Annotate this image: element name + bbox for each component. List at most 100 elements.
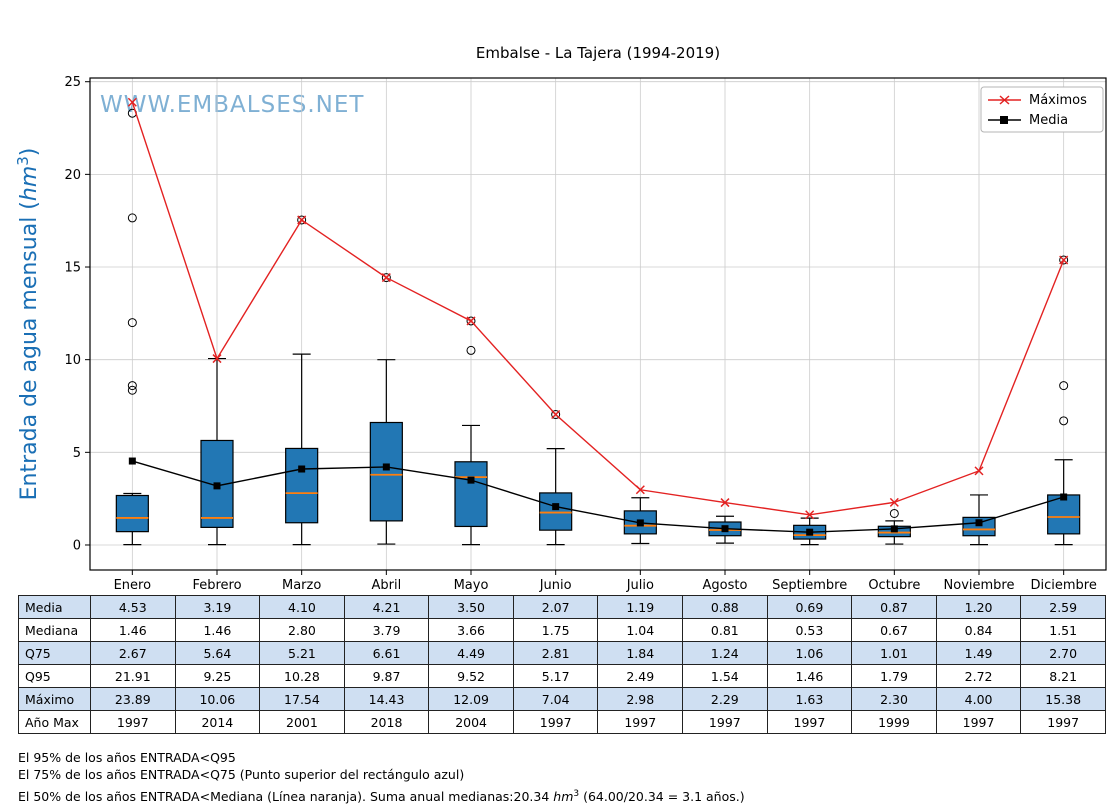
stat-cell: 1.79 bbox=[851, 664, 937, 688]
media-line bbox=[132, 460, 1064, 533]
footnote-unit-exponent: 3 bbox=[573, 789, 580, 799]
stat-cell: 1997 bbox=[597, 710, 684, 734]
monthly-stats-table: Media 4.53 3.19 4.10 4.21 3.50 2.07 1.19 0.88 0.6… bbox=[18, 595, 1106, 734]
media-marker bbox=[128, 457, 136, 465]
row-label: Año Max bbox=[18, 710, 91, 734]
stat-cell: 2001 bbox=[259, 710, 345, 734]
stat-cell: 21.91 bbox=[90, 664, 176, 688]
outlier-point bbox=[551, 410, 561, 420]
outlier-point bbox=[889, 508, 899, 518]
table-row: Media 4.53 3.19 4.10 4.21 3.50 2.07 1.19 0.88 0.6… bbox=[18, 595, 1106, 619]
stat-cell: 2.67 bbox=[90, 641, 176, 665]
media-marker bbox=[975, 519, 983, 527]
stat-cell: 10.28 bbox=[259, 664, 345, 688]
stat-cell: 0.81 bbox=[682, 618, 768, 642]
stat-cell: 4.49 bbox=[428, 641, 514, 665]
table-row: Q75 2.67 5.64 5.21 6.61 4.49 2.81 1.84 1.24 1.06 1… bbox=[18, 641, 1106, 665]
stat-cell: 2.70 bbox=[1020, 641, 1106, 665]
chart-title: Embalse - La Tajera (1994-2019) bbox=[476, 44, 720, 62]
maximos-marker bbox=[805, 510, 815, 520]
row-label: Q95 bbox=[18, 664, 91, 688]
stat-cell: 2.30 bbox=[851, 687, 937, 711]
x-tick-label: Febrero bbox=[192, 578, 241, 592]
stat-cell: 10.06 bbox=[174, 687, 261, 711]
stat-cell: 4.10 bbox=[259, 595, 345, 619]
x-tick-label: Diciembre bbox=[1030, 578, 1096, 592]
box bbox=[454, 461, 488, 528]
maximos-marker bbox=[551, 409, 561, 420]
plot-background bbox=[90, 78, 1106, 570]
media-marker bbox=[890, 525, 898, 533]
stat-cell: 3.50 bbox=[428, 595, 514, 619]
y-tick-label: 15 bbox=[64, 261, 81, 276]
stat-cell: 23.89 bbox=[90, 687, 176, 711]
x-tick-label: Enero bbox=[114, 578, 152, 592]
legend-item-media: Media bbox=[988, 113, 1068, 128]
stat-cell: 1999 bbox=[851, 710, 937, 734]
legend-label-media: Media bbox=[1029, 113, 1068, 128]
stat-cell: 5.17 bbox=[512, 664, 599, 688]
stat-cell: 9.87 bbox=[343, 664, 430, 688]
stat-cell: 2004 bbox=[428, 710, 514, 734]
stat-cell: 2018 bbox=[343, 710, 430, 734]
maximos-line bbox=[131, 102, 1065, 516]
stat-cell: 8.21 bbox=[1020, 664, 1106, 688]
stat-cell: 1.84 bbox=[597, 641, 684, 665]
table-row: Mediana 1.46 1.46 2.80 3.79 3.66 1.75 1.04 0.81 0… bbox=[18, 618, 1106, 642]
stat-cell: 1.24 bbox=[682, 641, 768, 665]
x-tick-label: Septiembre bbox=[772, 578, 847, 592]
stat-cell: 1.01 bbox=[851, 641, 937, 665]
stat-cell: 2.49 bbox=[597, 664, 684, 688]
maximos-marker bbox=[635, 485, 645, 495]
row-label: Media bbox=[18, 595, 91, 619]
footnotes: El 95% de los años ENTRADA<Q95 El 75% de… bbox=[18, 749, 745, 805]
table-row: Q95 21.91 9.25 10.28 9.87 9.52 5.17 2.49 1.54 1.4… bbox=[18, 664, 1106, 688]
watermark: WWW.EMBALSES.NET bbox=[100, 92, 364, 118]
stat-cell: 15.38 bbox=[1020, 687, 1106, 711]
stat-cell: 1.46 bbox=[174, 618, 261, 642]
footnote-mediana-tail: (64.00/20.34 = 3.1 años.) bbox=[579, 789, 745, 805]
outlier-point bbox=[1059, 255, 1069, 265]
media-marker bbox=[552, 503, 560, 511]
stat-cell: 3.19 bbox=[174, 595, 261, 619]
stat-cell: 2.80 bbox=[259, 618, 345, 642]
footnote-unit: hm bbox=[553, 789, 574, 805]
legend: Máximos Media bbox=[980, 86, 1104, 133]
stat-cell: 1.75 bbox=[512, 618, 599, 642]
media-marker bbox=[213, 482, 221, 490]
outlier-point bbox=[1059, 381, 1069, 391]
stat-cell: 1997 bbox=[90, 710, 176, 734]
stat-cell: 0.87 bbox=[851, 595, 937, 619]
media-marker bbox=[1060, 493, 1068, 501]
media-marker bbox=[806, 528, 814, 536]
outlier-point bbox=[127, 318, 137, 328]
stat-cell: 4.21 bbox=[343, 595, 430, 619]
row-label: Q75 bbox=[18, 641, 91, 665]
plot-background-layer bbox=[90, 78, 1106, 570]
x-tick-label: Julio bbox=[626, 578, 654, 592]
axes-border bbox=[89, 77, 1107, 571]
stat-cell: 1997 bbox=[1020, 710, 1106, 734]
table-row: Año Max 1997 2014 2001 2018 2004 1997 1997 1997 1… bbox=[18, 710, 1106, 734]
stat-cell: 2.59 bbox=[1020, 595, 1106, 619]
square-marker-icon bbox=[1000, 116, 1008, 124]
stat-cell: 2.81 bbox=[512, 641, 599, 665]
stat-cell: 0.84 bbox=[935, 618, 1022, 642]
maximos-marker bbox=[889, 497, 899, 507]
x-tick-label: Junio bbox=[539, 578, 572, 592]
outlier-point bbox=[297, 215, 307, 225]
maximos-marker bbox=[466, 316, 476, 326]
legend-item-maximos: Máximos bbox=[988, 93, 1087, 108]
outlier-point bbox=[127, 213, 137, 223]
outlier-point bbox=[127, 381, 137, 391]
row-label: Mediana bbox=[18, 618, 91, 642]
box bbox=[962, 516, 996, 537]
footnote-mediana: El 50% de los años ENTRADA<Mediana (Líne… bbox=[18, 786, 745, 805]
maximos-marker bbox=[127, 97, 137, 107]
stat-cell: 1.06 bbox=[766, 641, 853, 665]
x-tick-label: Agosto bbox=[703, 578, 748, 592]
stat-cell: 1.54 bbox=[682, 664, 768, 688]
stat-cell: 2.07 bbox=[512, 595, 599, 619]
stat-cell: 1.49 bbox=[935, 641, 1022, 665]
